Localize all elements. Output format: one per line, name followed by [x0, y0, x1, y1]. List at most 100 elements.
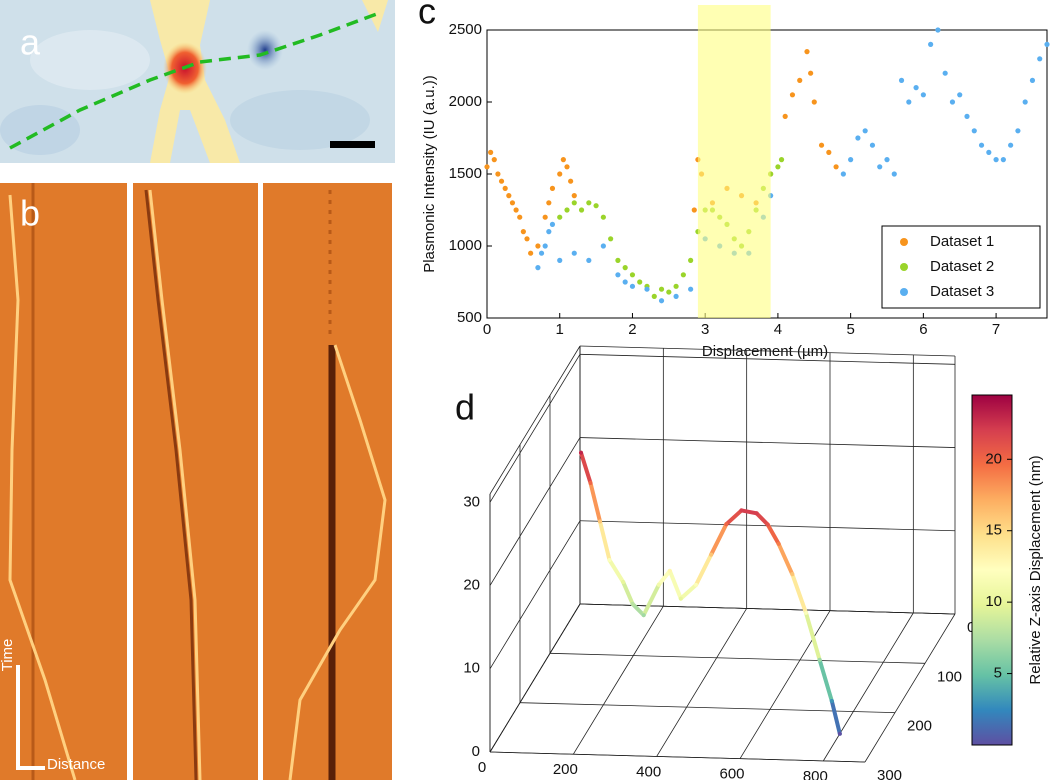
data-point	[971, 128, 977, 134]
trace-segment	[829, 699, 842, 736]
data-point	[666, 289, 672, 295]
data-point	[629, 283, 636, 289]
grid-line	[579, 603, 956, 615]
data-point	[673, 283, 679, 289]
trace-vertex	[598, 519, 602, 524]
colorbar-tick-label: 15	[985, 522, 1002, 539]
data-point	[608, 236, 614, 242]
data-point	[509, 200, 516, 206]
data-point	[502, 185, 508, 191]
trace-vertex	[694, 582, 698, 587]
trace-segment	[656, 568, 672, 587]
data-point	[673, 293, 679, 299]
trace-segment	[765, 522, 781, 546]
colorbar-label: Relative Z-axis Displacement (nm)	[1027, 455, 1044, 684]
data-point	[691, 207, 697, 213]
data-point	[488, 149, 494, 155]
trace-segment	[739, 508, 759, 516]
data-point	[586, 257, 592, 263]
trace-segment	[641, 582, 661, 618]
data-point	[557, 214, 563, 220]
data-point	[535, 243, 541, 249]
grid-line	[489, 437, 581, 586]
trace-vertex	[804, 610, 808, 615]
data-point	[855, 135, 861, 141]
grid-line	[489, 751, 866, 763]
data-point	[542, 214, 548, 220]
data-point	[524, 236, 530, 242]
trace-vertex	[579, 450, 583, 455]
trace-vertex	[709, 552, 714, 557]
panel-label: c	[418, 0, 436, 32]
data-point	[549, 221, 556, 227]
data-point	[898, 77, 905, 83]
x-tick-label: 2	[628, 321, 636, 338]
trace-vertex	[621, 580, 626, 585]
data-point	[495, 171, 501, 177]
data-point	[1037, 56, 1043, 62]
grid-line	[579, 437, 956, 448]
data-point	[629, 272, 636, 278]
trace-vertex	[641, 613, 646, 618]
data-point	[498, 178, 505, 184]
data-point	[1015, 128, 1021, 134]
data-point	[949, 99, 956, 105]
data-point	[535, 265, 541, 271]
x-tick-label: 200	[553, 761, 578, 778]
data-point	[484, 164, 490, 170]
data-point	[808, 70, 814, 76]
data-point	[942, 70, 948, 76]
data-point	[833, 164, 839, 170]
y-tick-label: 0	[967, 619, 975, 636]
grid-line	[489, 520, 581, 669]
data-point	[546, 229, 552, 235]
data-point	[804, 49, 810, 55]
panel-label: b	[20, 193, 40, 234]
highlight-band	[697, 5, 771, 318]
data-point	[928, 41, 934, 48]
y-tick-label: 300	[877, 767, 902, 780]
y-tick-label: 2000	[449, 93, 482, 110]
x-tick-label: 6	[919, 321, 927, 338]
data-point	[538, 250, 545, 256]
trace-vertex	[656, 582, 661, 587]
data-point	[658, 286, 665, 292]
data-point	[651, 293, 657, 299]
data-point	[877, 164, 883, 170]
data-point	[913, 85, 919, 91]
data-point	[644, 286, 650, 292]
trace-segment	[588, 480, 602, 524]
data-point	[586, 200, 592, 206]
trace-segment	[579, 450, 593, 485]
data-point	[1029, 77, 1036, 83]
colorbar-tick-label: 10	[985, 593, 1002, 610]
legend-marker	[900, 263, 908, 271]
x-tick-label: 400	[636, 763, 661, 780]
grid-line	[739, 610, 831, 759]
data-point	[615, 272, 621, 278]
legend-label: Dataset 2	[930, 258, 994, 275]
x-tick-label: 7	[992, 321, 1000, 338]
data-point	[1000, 157, 1006, 163]
legend-marker	[900, 288, 908, 296]
trace-segment	[621, 580, 635, 606]
data-point	[848, 157, 854, 163]
y-tick-label: 500	[457, 309, 482, 326]
data-point	[564, 207, 570, 213]
z-tick-label: 30	[463, 493, 480, 510]
trace-vertex	[837, 731, 842, 736]
trace-segment	[776, 541, 795, 577]
trace-segment	[754, 511, 770, 527]
colorbar	[971, 394, 1013, 746]
z-tick-label: 0	[472, 743, 480, 760]
colorbar-tick-label: 5	[994, 665, 1002, 682]
data-point	[920, 92, 926, 98]
trace-segment	[598, 519, 612, 563]
trace-vertex	[829, 699, 834, 704]
data-point	[840, 171, 846, 177]
x-tick-label: 1	[556, 321, 564, 338]
data-point	[1044, 41, 1050, 48]
data-point	[1022, 99, 1028, 105]
y-tick-label: 1500	[449, 165, 482, 182]
data-point	[797, 77, 803, 83]
